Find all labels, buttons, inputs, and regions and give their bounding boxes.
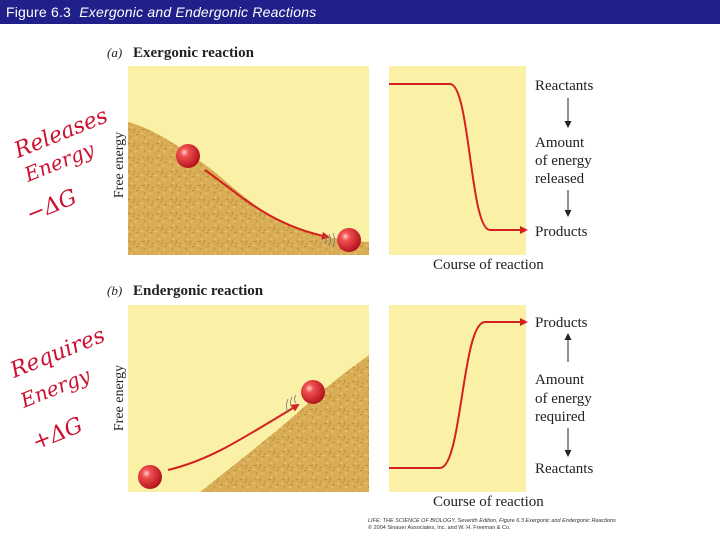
panel-b-xlabel: Course of reaction [433,494,544,510]
panel-b-top-label: Products [535,315,588,331]
panel-a-xlabel: Course of reaction [433,257,544,273]
panel-b-motion-lines [286,394,297,414]
panel-a-mid-label-1: Amount [535,135,585,151]
panel-a-letter: (a) [107,45,122,60]
panel-b-push-arrow [167,403,300,471]
panel-a-ball-bottom [337,228,361,252]
figure-caption: Exergonic and Endergonic Reactions [79,4,317,20]
panel-b-title: Endergonic reaction [133,283,264,299]
panel-a-bottom-label: Products [535,224,588,240]
panel-b-hill [128,355,369,492]
annotation-b-group: Requires Energy +ΔG [6,323,109,456]
annotation-b-line-3: +ΔG [29,413,86,456]
panel-b-energy-curve [389,318,528,469]
panel-a-mid-label-3: released [535,171,585,187]
header-bar: Figure 6.3 Exergonic and Endergonic Reac… [0,0,720,24]
credit-text: LIFE: THE SCIENCE OF BIOLOGY, Seventh Ed… [368,518,616,532]
panel-a-ylabel: Free energy [112,132,127,198]
panel-b-mid-label-2: of energy [535,391,592,407]
panel-b-letter: (b) [107,283,122,298]
panel-b-right-background [389,305,526,492]
panel-a-impact-lines [324,232,335,248]
annotation-a-line-3: −ΔG [23,185,80,228]
panel-a-roll-arrow [204,169,330,240]
panel-a-mid-label-2: of energy [535,153,592,169]
panel-a-energy-curve [389,83,528,234]
panel-b-ylabel: Free energy [112,365,127,431]
panel-b-ball-bottom [138,465,162,489]
panel-b-mid-label-1: Amount [535,372,585,388]
panel-a-title: Exergonic reaction [133,45,255,61]
credit-line-1: LIFE: THE SCIENCE OF BIOLOGY, Seventh Ed… [368,518,616,524]
panel-b-bottom-label: Reactants [535,461,593,477]
panel-a-top-label: Reactants [535,78,593,94]
credit-line-2: © 2004 Sinauer Associates, Inc. and W. H… [368,525,511,531]
panel-a-ball-top [176,144,200,168]
panel-a-right-background [389,66,526,255]
annotation-a-group: Releases Energy −ΔG [10,104,111,228]
figure-title: Figure 6.3 Exergonic and Endergonic Reac… [6,4,316,20]
figure-number: Figure 6.3 [6,4,72,20]
panel-b-mid-label-3: required [535,409,585,425]
panel-b-ball-top [301,380,325,404]
